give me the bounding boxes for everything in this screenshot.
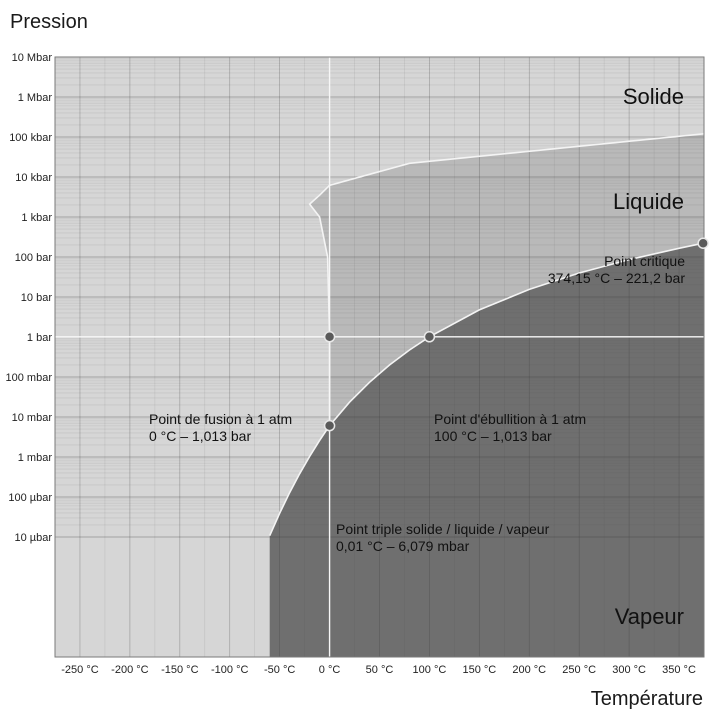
x-tick-label: 200 °C	[512, 664, 546, 676]
y-tick-label: 100 kbar	[9, 132, 52, 144]
melting-point-label: Point de fusion à 1 atm	[149, 411, 292, 427]
region-label-liquid: Liquide	[613, 189, 684, 214]
annotation-boiling-point: Point d'ébullition à 1 atm 100 °C – 1,01…	[434, 411, 586, 444]
x-tick-label: 250 °C	[562, 664, 596, 676]
x-axis-ticks: -250 °C -200 °C -150 °C -100 °C -50 °C 0 °C 50…	[61, 664, 696, 676]
triple-point-value: 0,01 °C – 6,079 mbar	[336, 538, 470, 554]
y-tick-label: 1 mbar	[18, 452, 53, 464]
y-tick-label: 10 mbar	[12, 412, 53, 424]
x-tick-label: 100 °C	[413, 664, 447, 676]
reference-lines	[55, 57, 704, 657]
region-label-solid: Solide	[623, 84, 684, 109]
y-tick-label: 10 Mbar	[12, 52, 53, 64]
x-tick-label: -200 °C	[111, 664, 148, 676]
x-axis-title: Température	[591, 688, 703, 710]
plot-frame	[54, 56, 705, 658]
region-liquid	[309, 133, 704, 426]
x-tick-label: -100 °C	[211, 664, 248, 676]
x-tick-label: 0 °C	[319, 664, 341, 676]
sublimation-curve	[268, 425, 331, 537]
y-tick-label: 10 µbar	[14, 532, 52, 544]
x-tick-label: 300 °C	[612, 664, 646, 676]
region-vapor	[269, 243, 704, 657]
y-tick-label: 10 kbar	[15, 172, 52, 184]
y-axis-title: Pression	[10, 11, 88, 33]
x-tick-label: -250 °C	[61, 664, 98, 676]
y-tick-label: 100 bar	[15, 252, 53, 264]
y-tick-label: 100 µbar	[8, 492, 52, 504]
triple-point-label: Point triple solide / liquide / vapeur	[336, 521, 550, 537]
x-tick-label: -50 °C	[264, 664, 295, 676]
y-tick-label: 100 mbar	[6, 372, 53, 384]
melting-point-marker	[323, 331, 336, 343]
boiling-point-marker	[423, 331, 436, 343]
key-points	[323, 237, 709, 432]
y-tick-label: 1 bar	[27, 332, 52, 344]
boiling-point-label: Point d'ébullition à 1 atm	[434, 411, 586, 427]
y-tick-label: 1 kbar	[21, 212, 52, 224]
x-tick-label: 150 °C	[462, 664, 496, 676]
grid	[55, 57, 704, 657]
x-tick-label: 50 °C	[366, 664, 394, 676]
critical-point-label: Point critique	[604, 253, 685, 269]
critical-point-value: 374,15 °C – 221,2 bar	[548, 270, 685, 286]
region-label-vapor: Vapeur	[615, 604, 684, 629]
vaporization-curve	[328, 242, 704, 427]
melting-point-value: 0 °C – 1,013 bar	[149, 428, 251, 444]
y-tick-label: 10 bar	[21, 292, 53, 304]
triple-point-marker	[323, 419, 336, 432]
y-tick-label: 1 Mbar	[18, 92, 53, 104]
boiling-point-value: 100 °C – 1,013 bar	[434, 428, 552, 444]
y-axis-ticks: 10 Mbar 1 Mbar 100 kbar 10 kbar 1 kbar 100 ba…	[6, 52, 53, 544]
annotation-melting-point: Point de fusion à 1 atm 0 °C – 1,013 bar	[149, 411, 292, 444]
x-tick-label: -150 °C	[161, 664, 198, 676]
annotation-critical-point: Point critique 374,15 °C – 221,2 bar	[548, 253, 685, 286]
critical-point-marker	[697, 237, 709, 249]
x-tick-label: 350 °C	[662, 664, 696, 676]
annotation-triple-point: Point triple solide / liquide / vapeur 0…	[336, 521, 550, 554]
